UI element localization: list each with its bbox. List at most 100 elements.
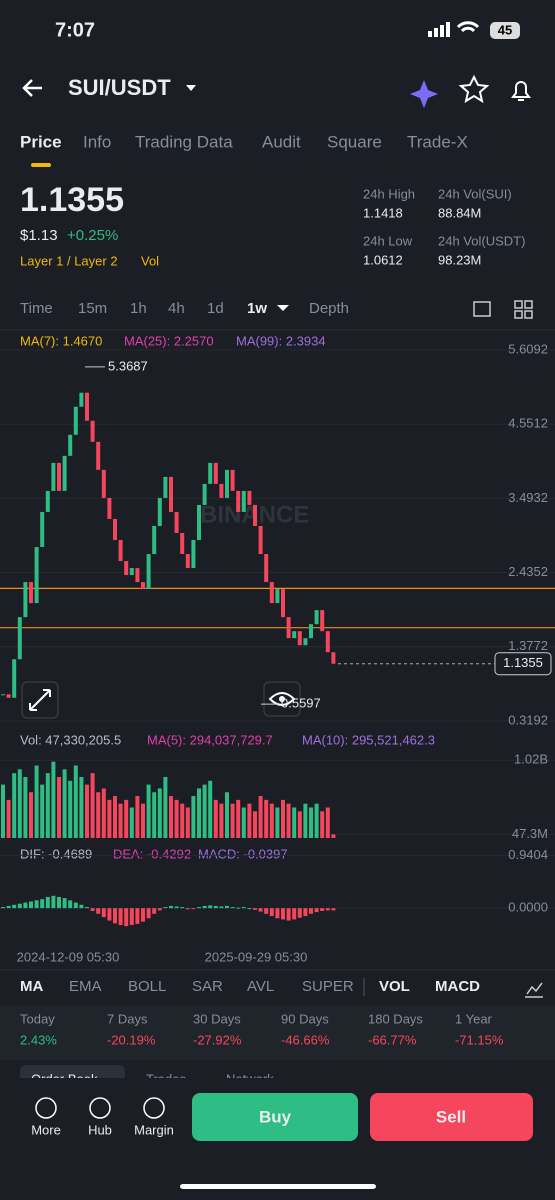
indicator-tab[interactable]: MA [20,978,43,995]
dropdown[interactable] [277,305,289,311]
volume-bar [169,796,173,838]
volume-bar [157,788,162,838]
buy-button[interactable] [192,1093,358,1141]
dropdown[interactable] [186,85,196,91]
interval[interactable]: 1d [207,300,224,317]
bell[interactable] [511,81,531,101]
indicator-tab[interactable]: VOL [379,978,410,995]
candle [124,561,129,576]
date-label: 2025-09-29 05:30 [205,949,308,964]
volume-bar [275,807,280,838]
indicator-legend: MA(7): 1.4670 [20,333,102,348]
ai-icon[interactable] [410,80,438,108]
volume-bar [264,799,269,838]
chart-icon[interactable] [525,982,543,998]
macd-bar [152,908,157,914]
macd-bar [264,908,269,914]
macd-bar [320,908,325,911]
interval[interactable]: 1h [130,300,147,317]
candle [34,547,39,604]
tab[interactable]: Info [83,132,111,151]
volume-bar [107,799,112,838]
pair[interactable]: SUI/USDT [68,75,171,100]
macd-bar [314,908,319,913]
high-label: 5.3687 [108,358,148,373]
volume-bar [17,769,22,838]
favorite[interactable] [458,74,490,104]
candle [169,476,173,512]
layout-icon[interactable] [514,300,533,319]
nav-icon[interactable] [143,1097,165,1119]
perf-value: 2.43% [20,1032,57,1047]
candle [247,490,252,505]
volume-bar [129,807,134,838]
candle [253,504,257,526]
macd-bar [90,908,95,911]
interval[interactable]: Depth [309,300,349,317]
macd-bar [163,907,168,909]
indicator-tab[interactable]: SUPER [302,978,354,995]
perf-value: -71.15% [455,1032,504,1047]
macd-bar [169,905,173,909]
tag[interactable]: Vol [141,253,159,268]
tab[interactable]: Square [327,132,382,151]
candle [297,631,302,646]
macd-bar [141,908,145,922]
indicator-tab[interactable]: EMA [69,978,102,995]
battery [490,22,520,39]
macd-bar [96,908,101,914]
candle [6,694,11,698]
macd-bar [40,899,45,909]
perf-label: Today [20,1011,55,1026]
indicator-tab[interactable]: SAR [192,978,223,995]
nav-icon[interactable] [35,1097,57,1119]
interval[interactable]: 4h [168,300,185,317]
interval[interactable]: 15m [78,300,107,317]
volume-bar [68,780,73,838]
macd-bar [34,900,39,909]
macd-bar [275,908,280,919]
low-label: 0.5597 [281,696,321,711]
macd-bar [6,905,11,909]
candle [51,462,56,491]
candle [264,554,269,583]
macd-bar [197,907,201,909]
nav-icon[interactable] [89,1097,111,1119]
perf-label: 180 Days [368,1011,423,1026]
y-tick-label: 1.02B [514,752,548,767]
macd-bar [281,908,285,920]
settings-icon[interactable] [473,301,491,317]
macd-bar [309,908,313,914]
macd-bar [230,907,235,909]
volume-bar [225,792,229,838]
indicator-legend: DEA: -0.4292 [113,846,191,861]
tag[interactable]: Layer 1 / Layer 2 [20,253,118,268]
volume-bar [135,796,140,838]
interval[interactable]: 1w [247,300,267,317]
indicator-tab[interactable]: AVL [247,978,274,995]
sell-button[interactable] [370,1093,533,1141]
back[interactable] [22,79,42,97]
indicator-tab[interactable]: MACD [435,978,480,995]
macd-bar [236,907,241,909]
macd-bar [269,908,274,917]
buy-label: Buy [259,1107,292,1126]
volume-bar [146,784,151,838]
candle [152,525,157,555]
tab[interactable]: Price [20,132,62,151]
tab[interactable]: Audit [262,132,301,151]
volume-bar [247,803,252,838]
volume-bar [325,807,330,838]
candle [208,462,213,484]
nav-label: More [31,1122,61,1137]
volume-bar [185,807,190,838]
y-tick-label: 0.3192 [508,712,548,727]
tab[interactable]: Trading Data [135,132,233,151]
macd-bar [85,907,89,909]
tab[interactable]: Trade-X [407,132,468,151]
volume-bar [79,776,84,838]
candle [146,554,151,590]
interval[interactable]: Time [20,300,53,317]
candle [12,659,17,698]
indicator-tab[interactable]: BOLL [128,978,166,995]
